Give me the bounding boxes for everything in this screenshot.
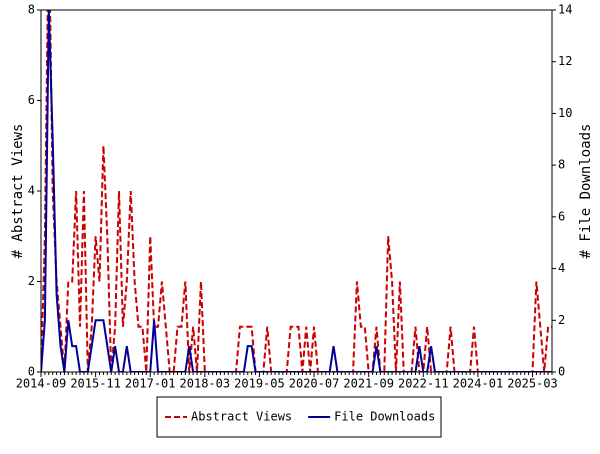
- y-tick-label: 6: [28, 93, 35, 107]
- legend-box: [156, 396, 442, 438]
- y2-tick-label: 4: [558, 261, 565, 275]
- x-tick-label: 2014-09: [16, 377, 67, 391]
- y-tick-label: 8: [28, 3, 35, 17]
- plot-frame: [40, 9, 553, 373]
- y2-tick-label: 2: [558, 313, 565, 327]
- series-line: [41, 10, 552, 372]
- legend-label: File Downloads: [334, 410, 435, 424]
- y-axis-label: # Abstract Views: [10, 124, 26, 259]
- y-tick-label: 0: [28, 365, 35, 379]
- y2-tick-label: 6: [558, 209, 565, 223]
- y2-tick-label: 14: [558, 3, 572, 17]
- series-line: [41, 10, 552, 372]
- y-tick-label: 4: [28, 184, 35, 198]
- y2-tick-label: 8: [558, 158, 565, 172]
- y2-tick-label: 0: [558, 365, 565, 379]
- x-tick-label: 2017-01: [125, 377, 176, 391]
- x-tick-label: 2018-03: [180, 377, 231, 391]
- x-tick-label: 2021-09: [343, 377, 394, 391]
- x-tick-label: 2019-05: [234, 377, 285, 391]
- legend-label: Abstract Views: [191, 410, 292, 424]
- x-tick-label: 2015-11: [70, 377, 121, 391]
- x-tick-label: 2025-03: [507, 377, 558, 391]
- x-tick-label: 2024-01: [453, 377, 504, 391]
- y-tick-label: 2: [28, 274, 35, 288]
- y2-tick-label: 12: [558, 54, 572, 68]
- plot-area: [41, 10, 552, 372]
- x-tick-label: 2020-07: [289, 377, 340, 391]
- x-tick-label: 2022-11: [398, 377, 449, 391]
- y2-tick-label: 10: [558, 106, 572, 120]
- y2-axis-label: # File Downloads: [578, 124, 594, 259]
